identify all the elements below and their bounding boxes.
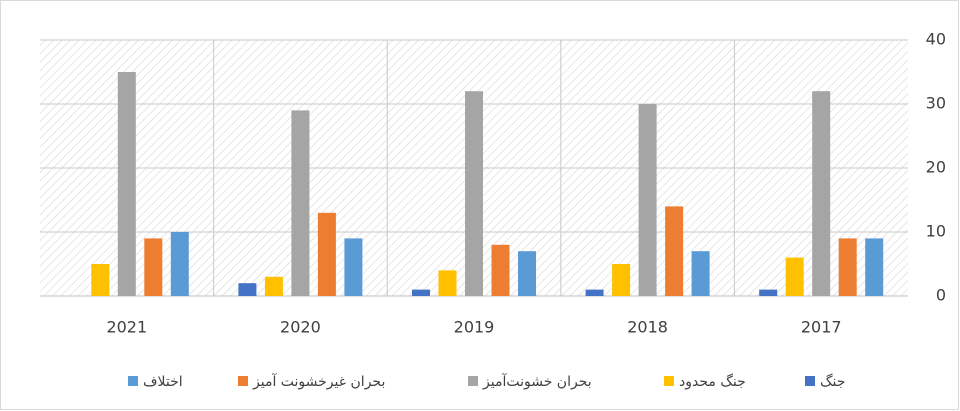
bar: [344, 238, 363, 296]
y-tick-label: 30: [926, 94, 946, 113]
bar: [812, 91, 831, 296]
bar: [518, 251, 536, 296]
y-tick-label: 20: [926, 158, 946, 177]
x-tick-label: 2018: [627, 318, 668, 337]
bar: [264, 276, 283, 296]
bar: [665, 206, 684, 296]
bar: [438, 270, 457, 296]
bar: [291, 110, 310, 297]
bar: [491, 244, 510, 296]
x-tick-label: 2021: [106, 318, 147, 337]
bar: [865, 238, 884, 296]
legend-label: بحران خشونت‌آمیز: [482, 373, 592, 390]
bar: [238, 283, 257, 296]
legend-label: جنگ محدود: [679, 373, 746, 390]
x-tick-label: 2017: [801, 318, 842, 337]
x-tick-label: 2020: [280, 318, 321, 337]
bar: [91, 264, 110, 296]
y-tick-label: 0: [936, 286, 946, 305]
legend-label: جنگ: [820, 373, 845, 390]
bar: [612, 264, 631, 296]
bar: [785, 257, 804, 296]
bar: [759, 289, 778, 296]
legend-swatch: [468, 376, 478, 386]
y-tick-label: 10: [926, 222, 946, 241]
legend-swatch: [664, 376, 674, 386]
bar: [170, 232, 189, 296]
bar: [117, 72, 136, 296]
legend-swatch: [238, 376, 248, 386]
legend-swatch: [805, 376, 815, 386]
bar: [691, 251, 710, 296]
bar: [412, 289, 430, 296]
bar: [144, 238, 163, 296]
bar: [638, 104, 657, 296]
bar: [585, 289, 604, 296]
legend-swatch: [128, 376, 138, 386]
bar: [838, 238, 857, 296]
bar: [317, 212, 336, 296]
bar: [465, 91, 483, 296]
legend-label: بحران غیرخشونت آمیز: [252, 373, 385, 390]
legend-label: اختلاف: [143, 374, 183, 390]
x-tick-label: 2019: [454, 318, 495, 337]
y-tick-label: 40: [926, 30, 946, 49]
